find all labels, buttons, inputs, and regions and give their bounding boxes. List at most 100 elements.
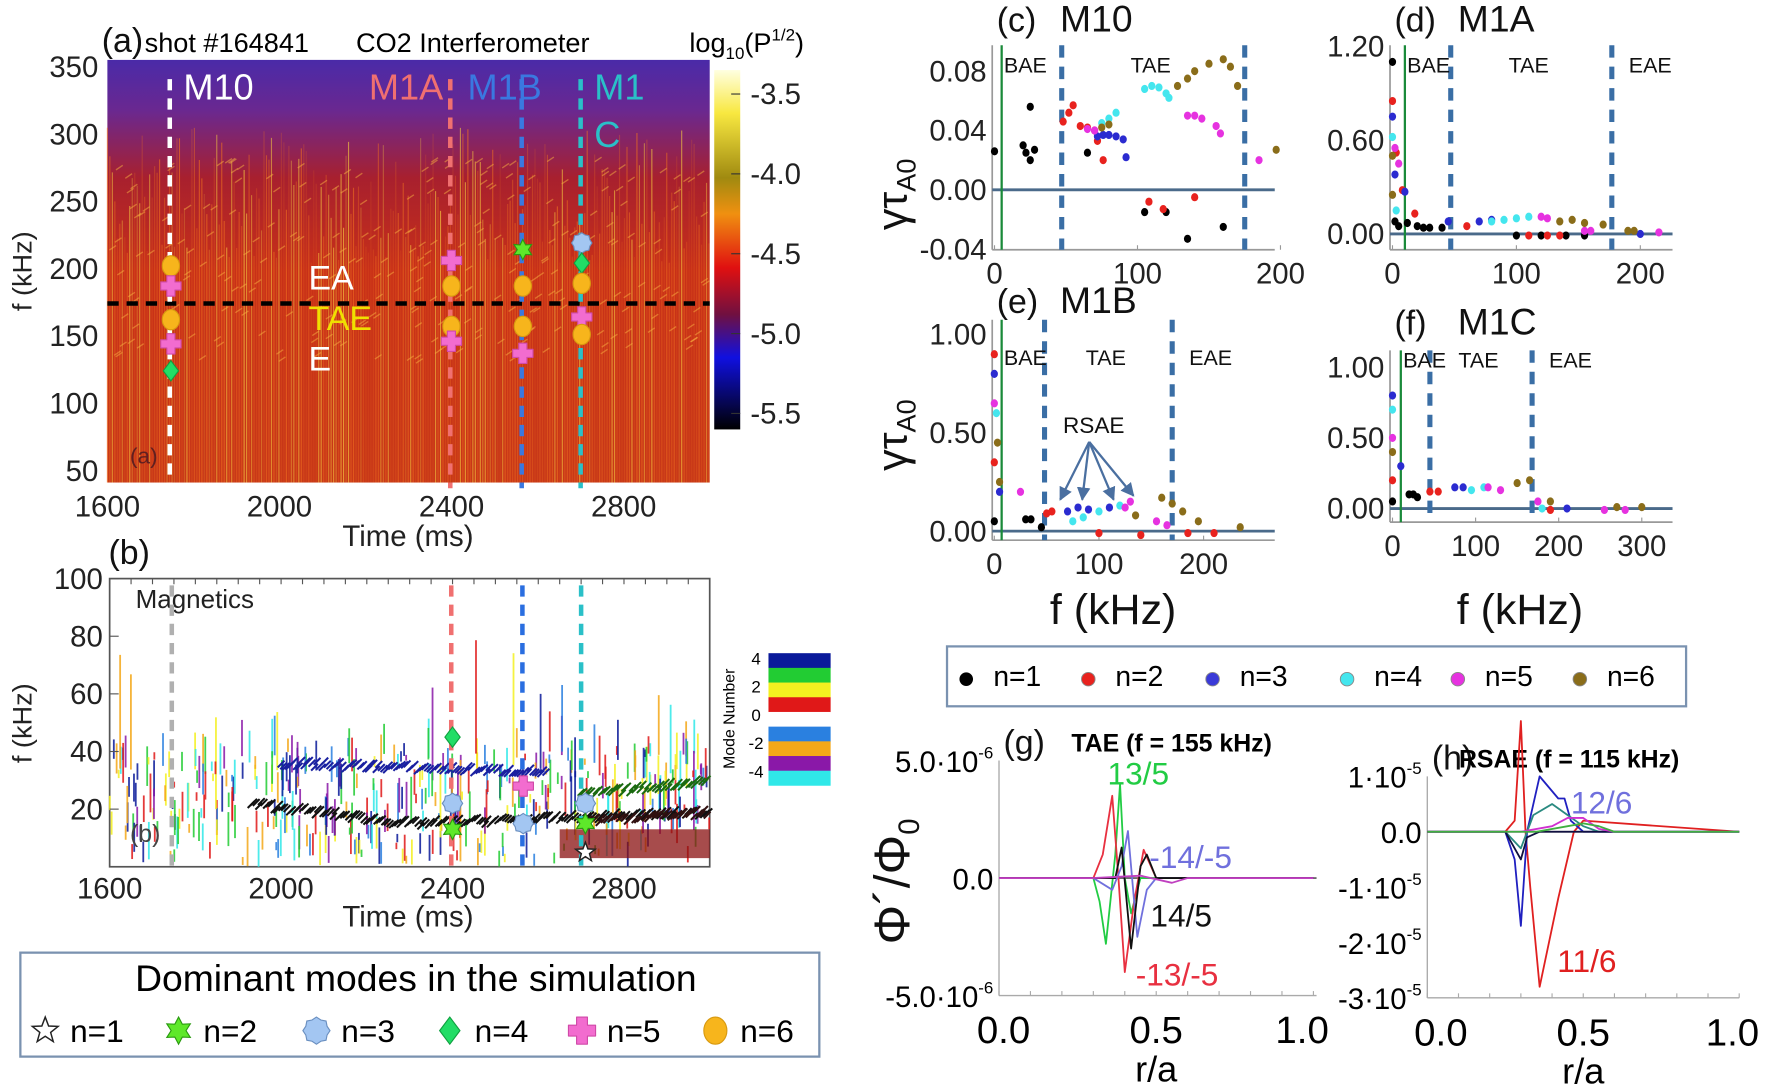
legend-item-label: n=6 [740, 1013, 794, 1049]
x-axis-label: r/a [1135, 1048, 1178, 1086]
spectrogram-feature [662, 286, 671, 293]
spectrogram-feature [186, 248, 195, 254]
mode-trace-dash [558, 811, 567, 820]
mode-trace-dash [692, 805, 701, 814]
legend-dot-icon [1205, 671, 1220, 687]
data-point [1059, 117, 1067, 126]
spectrogram-feature [406, 194, 415, 200]
data-point [1388, 151, 1397, 160]
y-tick-base: 0.0 [1381, 817, 1422, 850]
data-point [1413, 493, 1422, 502]
mode-trace-dash [625, 788, 635, 797]
x-tick-label: 2400 [419, 490, 484, 523]
spectrogram-feature [121, 313, 129, 319]
mode-trace-dash [643, 781, 653, 791]
mode-trace-dash [390, 761, 399, 770]
data-point [1090, 126, 1099, 135]
spectrogram-feature [547, 290, 556, 296]
mode-trace-dash [545, 810, 554, 820]
time-marker-label: M1A [369, 66, 444, 107]
mode-trace-dash [305, 756, 314, 765]
data-point [1159, 205, 1167, 214]
data-point [1613, 503, 1621, 512]
spectrogram-feature [507, 194, 515, 200]
data-point [1026, 156, 1034, 165]
mode-trace-dash [592, 813, 601, 822]
mode-colorbar-swatch [768, 726, 831, 742]
data-point [990, 517, 998, 526]
mode-trace-dash [577, 788, 586, 797]
mode-trace-dash [455, 814, 464, 823]
mode-trace-dash [316, 805, 325, 814]
spectrogram-feature [610, 333, 618, 340]
spectrogram-feature [234, 307, 243, 314]
spectrogram-feature [276, 349, 284, 355]
mode-trace-dash [534, 768, 543, 777]
spectrogram-feature [685, 344, 694, 351]
mode-trace-dash [354, 758, 363, 767]
six-point-star-icon [575, 812, 596, 835]
mode-trace-dash [521, 766, 530, 776]
series-n5 [990, 399, 1171, 530]
mode-trace-dash [438, 766, 448, 775]
spectrogram-feature [541, 258, 549, 264]
spectrogram-feature [415, 358, 424, 364]
mode-trace-dash [383, 818, 392, 827]
mode-trace-dash [297, 756, 306, 765]
mode-trace-dash [393, 818, 402, 827]
mode-trace-dash [482, 768, 491, 777]
spectrogram-feature [355, 172, 363, 179]
circle-marker-icon [513, 315, 533, 338]
legend-item-label: n=6 [1607, 660, 1655, 692]
data-point [1525, 212, 1533, 221]
spectrogram-feature [124, 173, 133, 179]
region-label: TAE [1509, 53, 1549, 77]
data-point [1388, 405, 1397, 414]
mode-trace-dash [312, 757, 322, 766]
x-tick-label: 200 [1534, 530, 1583, 563]
data-point [1122, 153, 1130, 162]
data-point [1388, 497, 1397, 506]
mode-trace-dash [418, 763, 427, 772]
y-tick-label: 0.08 [929, 55, 986, 88]
spectrogram-feature [182, 275, 191, 281]
data-point [990, 147, 999, 156]
data-point [1388, 57, 1397, 67]
spectrogram-feature [589, 210, 598, 217]
curve-label: 14/5 [1150, 898, 1212, 934]
data-point [1099, 156, 1107, 165]
data-point [1065, 108, 1073, 117]
spectrogram-feature [332, 232, 340, 239]
spectrogram-feature [127, 338, 136, 345]
spectrogram-feature [414, 353, 422, 360]
mode-trace-dash [472, 766, 481, 775]
data-point [1095, 529, 1103, 538]
mode-trace-dash [674, 809, 683, 818]
mode-colorbar-swatch [768, 711, 831, 727]
mode-trace-dash [679, 778, 689, 787]
mode-trace-dash [628, 784, 637, 793]
spectrogram-feature [659, 293, 668, 300]
spectrogram-feature [373, 225, 381, 232]
x-tick-label: 0 [986, 548, 1002, 581]
mode-trace-dash [349, 809, 359, 819]
spectrogram-feature [443, 188, 452, 195]
spectrogram-feature [409, 266, 418, 272]
mode-trace-dash [267, 799, 276, 808]
data-point [995, 477, 1004, 487]
octagon-marker-icon [570, 232, 593, 254]
mode-trace-dash [529, 767, 538, 776]
mode-trace-dash [703, 774, 712, 784]
mode-trace-dash [555, 816, 564, 825]
legend-item: n=2 [1081, 660, 1163, 692]
mode-trace-dash [331, 806, 341, 815]
spectrogram-feature [485, 182, 494, 189]
y-tick-label: 80 [70, 620, 103, 653]
data-point [1121, 503, 1129, 512]
panel-title: M1A [1458, 0, 1535, 40]
spectrogram-feature [477, 240, 486, 246]
mode-trace-dash [610, 813, 619, 822]
panel-g: 0.0 0.5 1.0r/a5.0·10-60.0-5.0·10-6(g) TAE (… [885, 724, 1329, 1086]
data-point [1395, 159, 1403, 168]
spectrogram-feature [199, 261, 207, 268]
